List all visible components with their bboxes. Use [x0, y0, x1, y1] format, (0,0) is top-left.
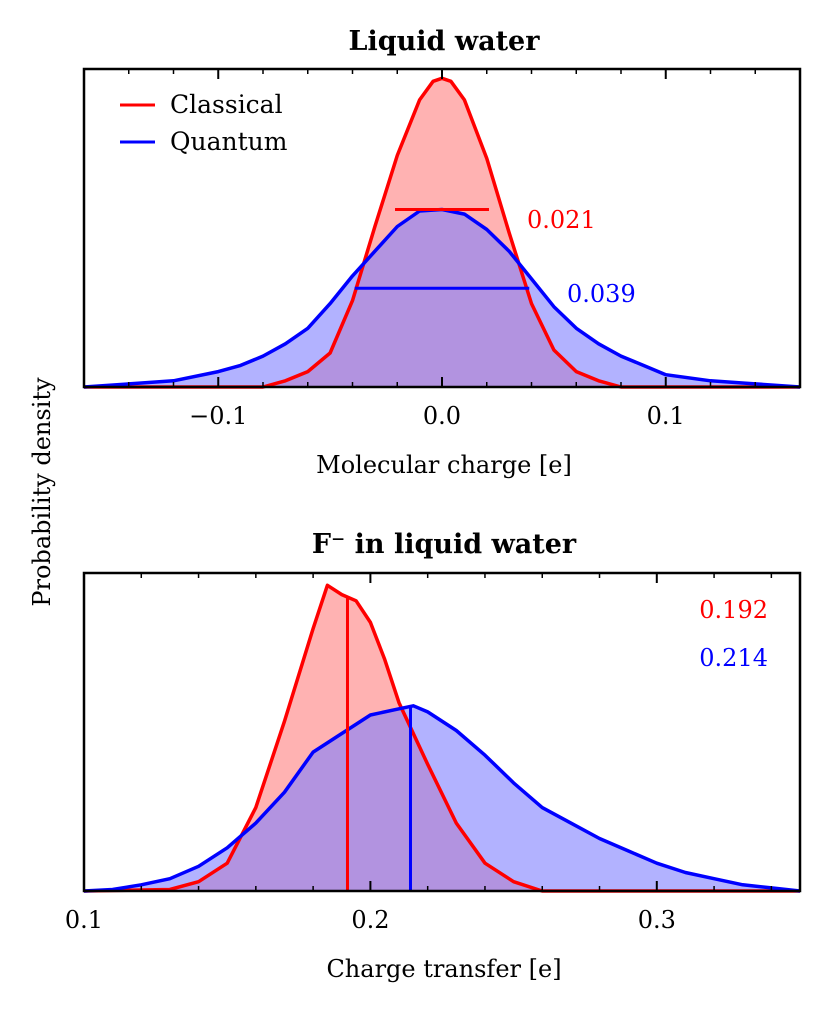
x-tick-label: 0.2	[351, 906, 389, 934]
x-axis-label: Charge transfer [e]	[326, 955, 561, 983]
legend: Classical Quantum	[120, 90, 288, 156]
chart-f-minus-in-liquid-water: F⁻ in liquid water 0.1 0.2 0.3 Charge tran…	[65, 529, 802, 983]
quantum-fwhm-label: 0.039	[567, 280, 636, 308]
classical-mean-label: 0.192	[699, 596, 768, 624]
legend-entry-quantum: Quantum	[120, 127, 288, 156]
x-axis-label: Molecular charge [e]	[316, 451, 572, 479]
x-tick-label: 0.1	[65, 906, 103, 934]
legend-label-quantum: Quantum	[170, 127, 288, 156]
series-line-quantum	[83, 704, 801, 893]
y-axis-label: Probability density	[28, 377, 56, 607]
series-area-quantum	[84, 705, 800, 891]
x-tick-label: 0.1	[647, 402, 685, 430]
chart-liquid-water: Liquid water −0.1 0.0 0.1 Molecular charge…	[82, 26, 802, 479]
quantum-mean-label: 0.214	[699, 644, 768, 672]
series-line-classical	[83, 583, 800, 893]
x-tick-label: 0.3	[638, 906, 676, 934]
chart-title: Liquid water	[349, 26, 541, 57]
legend-label-classical: Classical	[170, 90, 283, 119]
x-tick-label: −0.1	[189, 402, 247, 430]
chart-title: F⁻ in liquid water	[312, 529, 577, 560]
legend-entry-classical: Classical	[120, 90, 283, 119]
x-tick-label: 0.0	[423, 402, 461, 430]
plot-frame	[82, 571, 802, 893]
classical-fwhm-label: 0.021	[527, 206, 596, 234]
series-area-quantum	[84, 209, 800, 387]
